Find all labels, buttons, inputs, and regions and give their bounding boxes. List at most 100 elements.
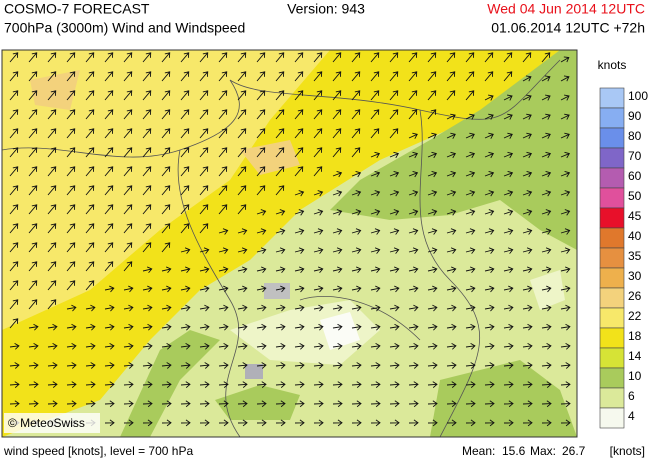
wind-arrow (313, 419, 324, 427)
wind-arrow (28, 299, 38, 310)
wind-arrow (560, 247, 571, 254)
legend-swatch (599, 167, 625, 189)
wind-arrow (161, 343, 172, 350)
wind-arrow (503, 52, 513, 63)
wind-arrow (237, 266, 248, 274)
wind-arrow (142, 71, 152, 82)
wind-arrow (465, 151, 476, 159)
wind-arrow (427, 285, 438, 293)
wind-arrow (104, 304, 115, 312)
wind-arrow (389, 170, 400, 178)
wind-arrow (218, 247, 229, 254)
wind-arrow (85, 90, 95, 101)
legend-swatch (599, 147, 625, 169)
legend-label: 70 (628, 149, 642, 163)
wind-arrow (332, 209, 343, 216)
wind-arrow (560, 419, 571, 427)
legend-label: 14 (628, 349, 642, 363)
wind-arrow (389, 190, 400, 197)
wind-arrow (161, 71, 171, 82)
wind-arrow (237, 343, 248, 350)
wind-arrow (427, 209, 438, 216)
wind-arrow (446, 52, 456, 63)
wind-arrow (427, 419, 438, 427)
wind-arrow (9, 52, 19, 63)
wind-arrow (484, 71, 494, 82)
wind-arrow (47, 71, 57, 82)
wind-arrow (560, 94, 570, 101)
wind-arrow (218, 323, 229, 331)
wind-arrow (522, 190, 533, 197)
wind-arrow (313, 381, 324, 388)
wind-arrow (142, 362, 153, 369)
wind-arrow (294, 247, 305, 254)
wind-arrow (408, 228, 419, 235)
wind-arrow (484, 362, 495, 369)
wind-arrow (408, 170, 419, 178)
legend-label: 4 (628, 409, 635, 423)
wind-arrow (427, 304, 438, 312)
wind-arrow (85, 52, 95, 63)
wind-arrow (351, 52, 361, 63)
wind-arrow (199, 381, 210, 388)
legend-label: 40 (628, 229, 642, 243)
wind-arrow (199, 285, 210, 293)
wind-arrow (85, 128, 95, 139)
wind-arrow (427, 132, 437, 139)
wind-arrow (541, 381, 552, 388)
wind-arrow (66, 343, 77, 350)
wind-arrow (560, 362, 571, 369)
wind-arrow (161, 362, 172, 369)
wind-arrow (180, 419, 191, 427)
wind-arrow (85, 261, 95, 272)
wind-arrow (123, 223, 133, 234)
wind-arrow (522, 343, 533, 350)
wind-arrow (218, 228, 229, 235)
wind-arrow (294, 419, 305, 427)
wind-arrow (199, 185, 209, 196)
wind-arrow (237, 247, 248, 254)
wind-arrow (104, 52, 114, 63)
wind-arrow (199, 362, 210, 369)
wind-arrow (294, 190, 305, 197)
wind-arrow (104, 90, 114, 101)
legend-label: 60 (628, 169, 642, 183)
wind-arrow (389, 381, 400, 388)
wind-arrow (256, 128, 266, 139)
legend-label: 18 (628, 329, 642, 343)
lake (245, 364, 263, 379)
wind-arrow (370, 323, 381, 331)
wind-arrow (351, 304, 362, 312)
wind-arrow (218, 109, 228, 120)
wind-arrow (313, 52, 323, 63)
wind-arrow (123, 343, 134, 350)
wind-arrow (294, 209, 305, 216)
wind-arrow (389, 151, 400, 159)
wind-arrow (446, 419, 457, 427)
wind-arrow (104, 109, 114, 120)
wind-arrow (427, 151, 438, 159)
wind-arrow (503, 71, 513, 82)
wind-arrow (560, 56, 570, 63)
legend-label: 22 (628, 309, 642, 323)
wind-arrow (313, 228, 324, 235)
wind-arrow (85, 323, 96, 331)
wind-arrow (275, 266, 286, 274)
wind-arrow (256, 304, 267, 312)
wind-arrow (85, 166, 95, 177)
wind-arrow (408, 247, 419, 254)
wind-arrow (389, 400, 400, 408)
wind-arrow (28, 242, 38, 253)
wind-arrow (294, 362, 305, 369)
wind-arrow (465, 170, 476, 178)
wind-arrow (370, 400, 381, 408)
wind-arrow (446, 343, 457, 350)
wind-arrow (522, 132, 532, 139)
wind-arrow (313, 128, 323, 139)
wind-arrow (389, 90, 399, 101)
wind-arrow (275, 419, 286, 427)
wind-arrow (66, 185, 76, 196)
legend-swatch (599, 347, 625, 369)
wind-arrow (294, 52, 304, 63)
wind-arrow (161, 185, 171, 196)
